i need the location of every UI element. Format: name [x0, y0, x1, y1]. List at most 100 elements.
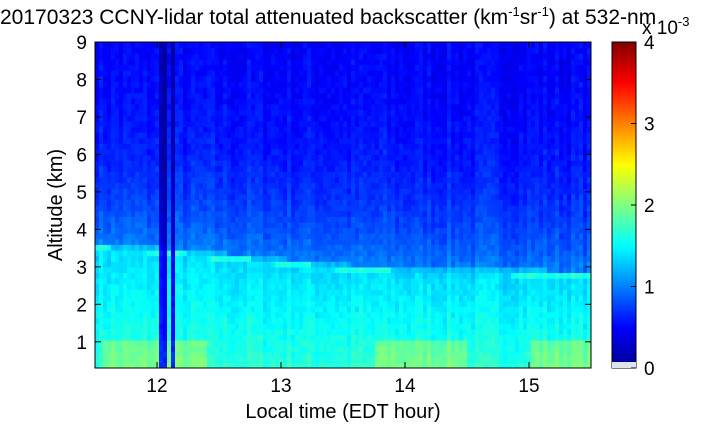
heatmap-cell: [431, 328, 436, 335]
heatmap-cell: [95, 64, 100, 71]
heatmap-cell: [319, 42, 324, 49]
heatmap-cell: [335, 137, 340, 144]
heatmap-cell: [143, 42, 148, 49]
heatmap-cell: [335, 199, 340, 206]
heatmap-cell: [351, 81, 356, 88]
heatmap-cell: [375, 92, 380, 99]
heatmap-cell: [379, 300, 384, 307]
heatmap-cell: [115, 227, 120, 234]
heatmap-cell: [175, 272, 180, 279]
heatmap-cell: [335, 42, 340, 49]
heatmap-cell: [147, 328, 152, 335]
heatmap-cell: [135, 317, 140, 324]
heatmap-cell: [391, 182, 396, 189]
heatmap-cell: [99, 323, 104, 330]
heatmap-cell: [351, 176, 356, 184]
heatmap-cell: [371, 148, 376, 156]
heatmap-cell: [239, 323, 244, 330]
heatmap-cell: [395, 255, 400, 262]
heatmap-cell: [283, 216, 288, 223]
heatmap-cell: [379, 266, 384, 274]
heatmap-cell: [343, 193, 348, 200]
heatmap-cell: [195, 317, 200, 324]
heatmap-cell: [195, 266, 200, 274]
heatmap-cell: [195, 261, 200, 268]
heatmap-cell: [395, 109, 400, 116]
heatmap-cell: [267, 64, 272, 71]
heatmap-cell: [295, 126, 300, 133]
heatmap-cell: [107, 289, 112, 296]
heatmap-cell: [119, 188, 124, 195]
heatmap-cell: [279, 205, 284, 212]
heatmap-cell: [147, 126, 152, 133]
heatmap-cell: [411, 115, 416, 122]
heatmap-cell: [367, 188, 372, 195]
heatmap-cell: [431, 249, 436, 257]
heatmap-cell: [395, 283, 400, 290]
heatmap-cell: [243, 126, 248, 133]
heatmap-cell: [155, 53, 160, 60]
heatmap-cell: [307, 182, 312, 189]
heatmap-cell: [267, 148, 272, 156]
heatmap-cell: [399, 351, 404, 358]
heatmap-cell: [143, 351, 148, 358]
heatmap-cell: [223, 339, 228, 347]
heatmap-cell: [375, 272, 380, 279]
heatmap-cell: [371, 47, 376, 54]
heatmap-cell: [103, 238, 108, 245]
heatmap-cell: [215, 294, 220, 302]
heatmap-cell: [363, 109, 368, 116]
heatmap-cell: [275, 58, 280, 66]
heatmap-cell: [399, 345, 404, 352]
heatmap-cell: [127, 137, 132, 144]
heatmap-cell: [427, 283, 432, 290]
heatmap-cell: [255, 148, 260, 156]
heatmap-cell: [183, 283, 188, 290]
heatmap-cell: [227, 160, 232, 167]
heatmap-cell: [327, 249, 332, 257]
heatmap-cell: [331, 120, 336, 127]
heatmap-cell: [211, 278, 216, 285]
heatmap-cell: [207, 205, 212, 212]
heatmap-cell: [387, 42, 392, 49]
heatmap-cell: [291, 328, 296, 335]
heatmap-cell: [323, 182, 328, 189]
heatmap-cell: [203, 227, 208, 234]
heatmap-cell: [299, 323, 304, 330]
heatmap-cell: [103, 205, 108, 212]
heatmap-cell: [431, 58, 436, 66]
heatmap-cell: [131, 289, 136, 296]
heatmap-cell: [339, 47, 344, 54]
heatmap-cell: [367, 289, 372, 296]
heatmap-cell: [203, 238, 208, 245]
heatmap-cell: [219, 328, 224, 335]
heatmap-cell: [175, 92, 180, 99]
heatmap-cell: [383, 205, 388, 212]
heatmap-cell: [331, 216, 336, 223]
heatmap-cell: [195, 283, 200, 290]
heatmap-cell: [283, 266, 288, 274]
heatmap-cell: [111, 244, 116, 251]
heatmap-cell: [307, 283, 312, 290]
heatmap-cell: [135, 345, 140, 352]
heatmap-cell: [279, 266, 284, 274]
heatmap-cell: [287, 227, 292, 234]
heatmap-cell: [219, 120, 224, 127]
heatmap-cell: [319, 272, 324, 279]
heatmap-cell: [427, 210, 432, 217]
heatmap-cell: [243, 261, 248, 268]
heatmap-cell: [215, 193, 220, 200]
heatmap-cell: [311, 323, 316, 330]
heatmap-cell: [207, 362, 212, 368]
heatmap-cell: [411, 47, 416, 54]
heatmap-cell: [411, 205, 416, 212]
heatmap-cell: [139, 323, 144, 330]
heatmap-cell: [119, 148, 124, 156]
heatmap-cell: [339, 126, 344, 133]
heatmap-cell: [431, 339, 436, 347]
heatmap-cell: [387, 205, 392, 212]
heatmap-cell: [319, 148, 324, 156]
heatmap-cell: [223, 328, 228, 335]
heatmap-cell: [143, 300, 148, 307]
heatmap-cell: [411, 53, 416, 60]
